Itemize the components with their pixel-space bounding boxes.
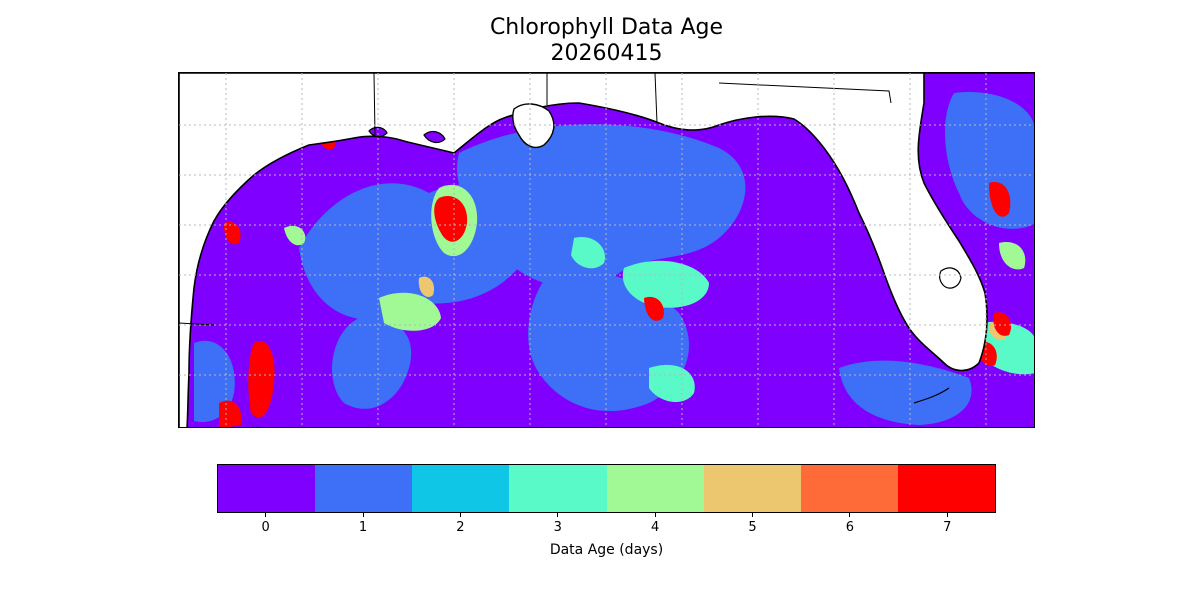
colorbar-tick-5: 5	[733, 513, 773, 536]
tick-label: 4	[651, 520, 660, 535]
colorbar-axis-label: Data Age (days)	[549, 542, 664, 558]
patch-age-4	[284, 225, 306, 246]
patch-age-5	[418, 276, 435, 298]
tick-mark	[362, 513, 364, 517]
patch-age-1	[457, 124, 746, 288]
patch-age-7	[223, 221, 241, 245]
title-date: 20260415	[550, 41, 663, 66]
patch-age-1	[945, 92, 1034, 229]
colorbar-tick-1: 1	[343, 513, 383, 536]
patch-age-1	[332, 317, 412, 409]
tick-label: 7	[943, 520, 952, 535]
colorbar-swatch-5	[703, 465, 801, 512]
colorbar-swatch-0	[218, 465, 316, 512]
tick-mark	[752, 513, 754, 517]
patch-age-3	[622, 260, 709, 308]
data-age-map	[179, 73, 1034, 427]
alabama-florida-border	[718, 82, 892, 104]
colorbar-ticks: 0 1 2 3 4 5 6 7	[217, 513, 996, 543]
colorbar-tick-6: 6	[830, 513, 870, 536]
colorbar-tick-0: 0	[246, 513, 286, 536]
mississippi-alabama-border	[654, 73, 658, 124]
colorbar-swatch-7	[897, 465, 995, 512]
patch-age-1	[839, 360, 972, 425]
colorbar-swatch-1	[315, 465, 413, 512]
patch-age-7	[248, 341, 275, 418]
land-mass	[179, 73, 1034, 427]
map-gridlines	[179, 73, 1034, 427]
tick-label: 1	[358, 520, 368, 535]
tick-mark	[265, 513, 267, 517]
colorbar-swatch-6	[800, 465, 898, 512]
patch-age-7	[434, 195, 468, 242]
patch-age-7	[989, 182, 1011, 217]
mississippi-delta	[512, 103, 555, 149]
patch-age-7	[993, 312, 1012, 336]
chart-title: Chlorophyll Data Age 20260415	[0, 15, 1183, 67]
tick-mark	[946, 513, 948, 517]
tick-label: 5	[748, 520, 757, 535]
data-age-patches	[194, 92, 1034, 427]
mexico-border	[179, 322, 215, 326]
tick-mark	[654, 513, 656, 517]
tick-label: 0	[261, 520, 270, 535]
colorbar-swatch-2	[412, 465, 510, 512]
tick-label: 2	[456, 520, 465, 535]
colorbar	[217, 464, 996, 513]
patch-age-7	[219, 400, 242, 427]
colorbar-tick-2: 2	[440, 513, 480, 536]
patch-age-4	[999, 242, 1026, 270]
state-borders	[179, 73, 892, 326]
tick-mark	[459, 513, 461, 517]
patch-age-3	[649, 364, 695, 403]
tick-mark	[849, 513, 851, 517]
patch-age-3	[571, 237, 605, 269]
us-gulf-coast-land	[179, 73, 1034, 427]
map-panel	[178, 72, 1035, 428]
colorbar-tick-3: 3	[538, 513, 578, 536]
patch-age-7	[644, 296, 664, 321]
tick-mark	[557, 513, 559, 517]
colorbar-tick-7: 7	[927, 513, 967, 536]
patch-age-4	[379, 292, 441, 331]
colorbar-tick-4: 4	[635, 513, 675, 536]
tick-label: 3	[553, 520, 562, 535]
colorbar-swatch-3	[509, 465, 607, 512]
colorbar-swatch-4	[606, 465, 704, 512]
florida-keys	[913, 387, 950, 404]
title-main: Chlorophyll Data Age	[489, 15, 724, 40]
lake-okeechobee	[939, 267, 962, 289]
tick-label: 6	[845, 520, 855, 535]
